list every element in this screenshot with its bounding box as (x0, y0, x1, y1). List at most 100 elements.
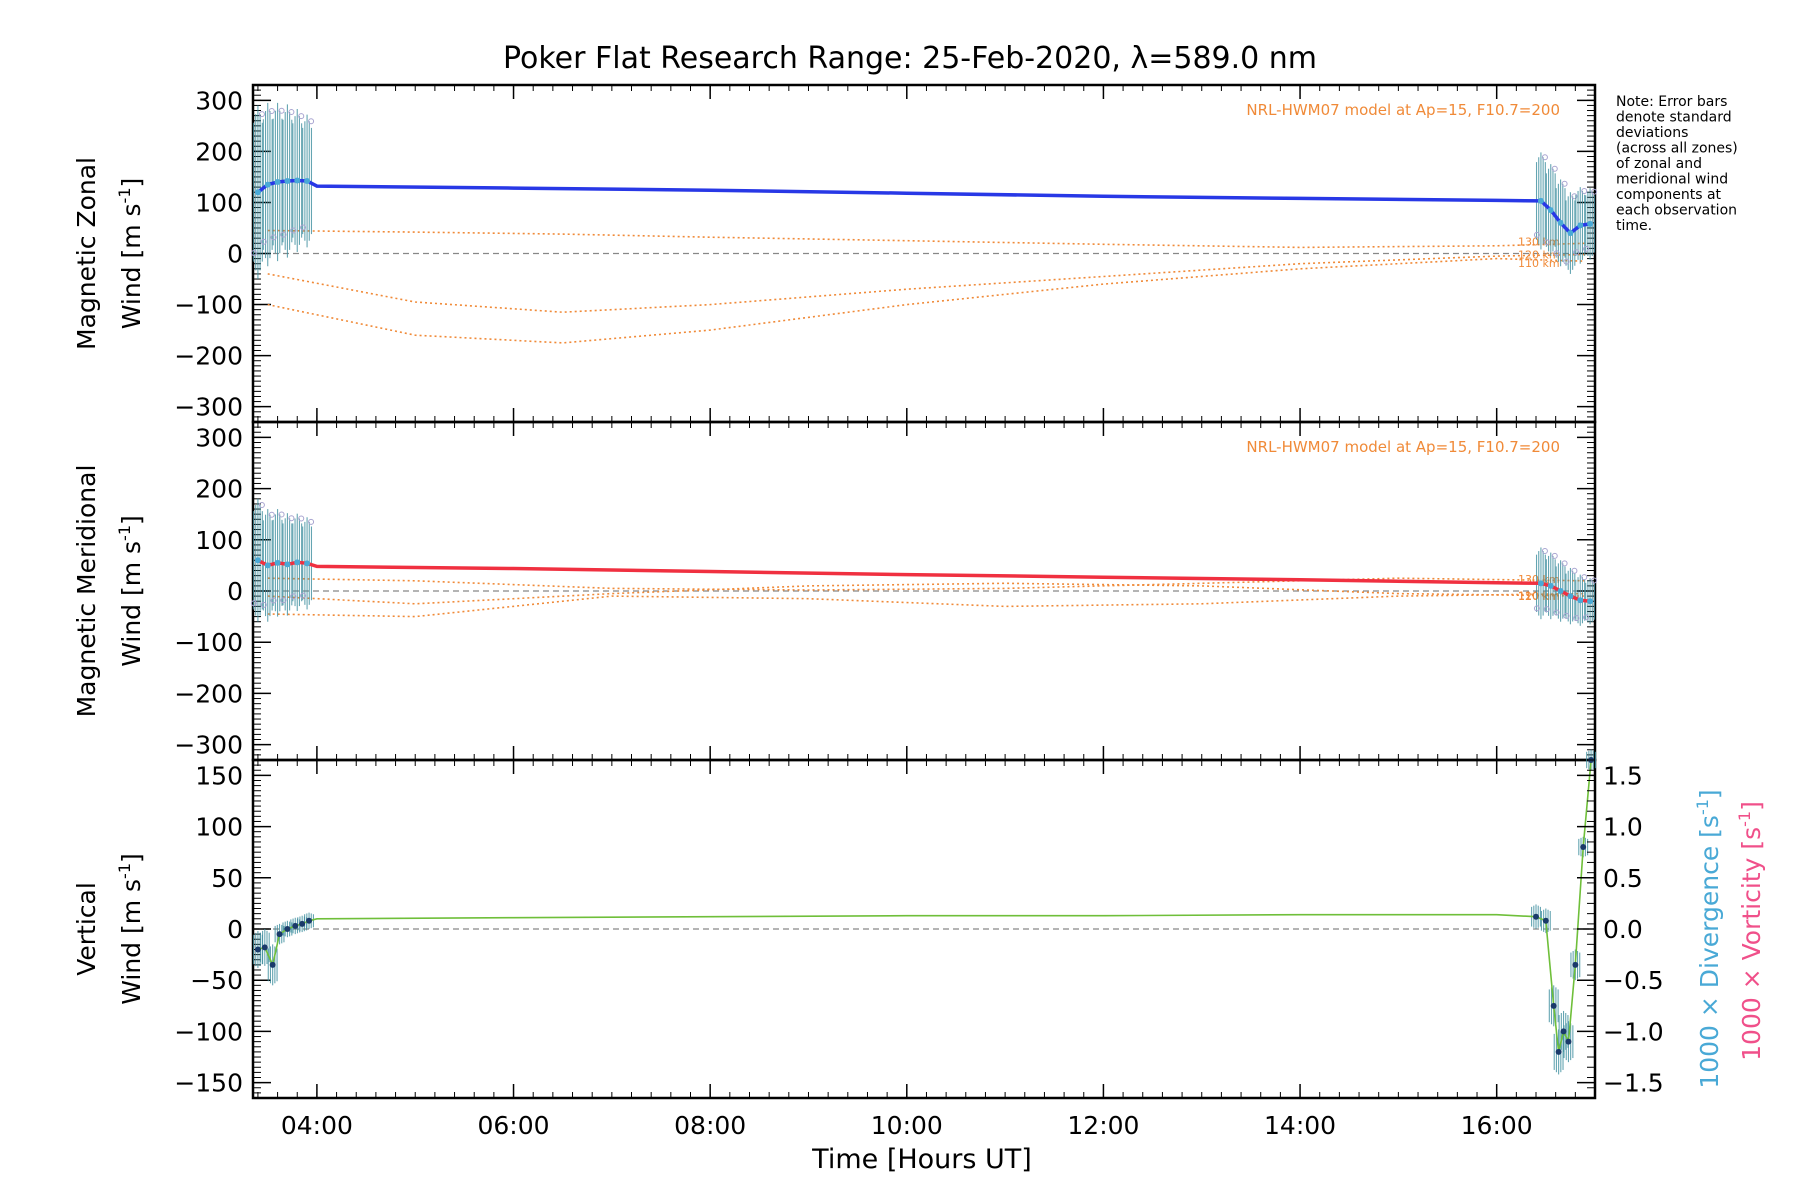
scatter-point (1583, 245, 1590, 252)
data-point (1560, 1028, 1567, 1035)
vorticity-axis-label: 1000 × Vorticity [s-1] (1735, 801, 1766, 1061)
scatter-point (1543, 239, 1550, 246)
y-tick-label: −300 (174, 731, 243, 760)
y-tick-label: 0 (227, 915, 243, 944)
x-tick-label: 14:00 (1264, 1111, 1336, 1140)
scatter-point (268, 108, 275, 115)
scatter-point (1551, 165, 1558, 172)
note-line: time. (1616, 218, 1652, 234)
y2-tick-label: −1.0 (1603, 1017, 1664, 1046)
series-line (257, 759, 1592, 1053)
note-line: denote standard (1616, 110, 1732, 126)
data-point (1577, 597, 1584, 604)
scatter-point (1543, 606, 1550, 613)
note-line: deviations (1616, 125, 1688, 141)
scatter-point (300, 592, 307, 599)
data-point (1577, 222, 1584, 229)
data-point (1567, 230, 1574, 237)
y-tick-label: 100 (195, 188, 243, 217)
scatter-point (1533, 605, 1540, 612)
model-curve-1 (267, 577, 1586, 591)
divergence-label-text: 1000 × Divergence [s (1695, 815, 1724, 1089)
scatter-point (1573, 615, 1580, 622)
chart-panels: −300 −200 −100 0 100 200 300 Magnetic Zonal Wind… (72, 83, 1766, 1140)
data-point (294, 559, 301, 566)
y-axis-label-line1: Magnetic Meridional (72, 465, 101, 718)
y2-tick-label: −0.5 (1603, 966, 1664, 995)
series-line (257, 558, 1591, 603)
data-point (1555, 1048, 1562, 1055)
x-tick-label: 10:00 (871, 1111, 943, 1140)
scatter-point (300, 224, 307, 231)
chart-title: Poker Flat Research Range: 25-Feb-2020, … (503, 41, 1317, 76)
y-axis-label-unit: Wind [m s (117, 879, 146, 1005)
scatter-point (1541, 154, 1548, 161)
data-point (264, 562, 271, 569)
scatter-point (288, 109, 295, 116)
scatter-point (308, 118, 315, 125)
vorticity-label-sup: -1 (1735, 811, 1754, 827)
y-tick-label: 200 (195, 137, 243, 166)
scatter-point (1581, 187, 1588, 194)
data-point (254, 946, 261, 953)
y-tick-label: 0 (227, 240, 243, 269)
y2-tick-label: 0.0 (1603, 915, 1643, 944)
data-point (274, 179, 281, 186)
x-tick-label: 08:00 (674, 1111, 746, 1140)
scatter-point (1581, 574, 1588, 581)
x-tick-label: 06:00 (478, 1111, 550, 1140)
y-axis-label-sup: -1 (115, 863, 134, 879)
scatter-point (298, 515, 305, 522)
note-line: (across all zones) (1616, 141, 1738, 157)
y2-tick-label: 1.5 (1603, 761, 1643, 790)
y-axis-label-line1: Vertical (72, 882, 101, 976)
scatter-point (278, 107, 285, 114)
y-axis-label-close: ] (117, 178, 146, 188)
data-point (1547, 582, 1554, 589)
y2-tick-label: −1.5 (1603, 1069, 1664, 1098)
y-axis-label-unit: Wind [m s (117, 541, 146, 667)
altitude-label: 110 km (1518, 257, 1560, 270)
scatter-point (1551, 552, 1558, 559)
scatter-point (250, 249, 257, 256)
scatter-point (260, 238, 267, 245)
data-point (1547, 207, 1554, 214)
y-tick-label: 100 (195, 813, 243, 842)
scatter-point (1533, 231, 1540, 238)
y-tick-label: −100 (174, 1017, 243, 1046)
y-tick-label: −150 (174, 1069, 243, 1098)
data-point (284, 561, 291, 568)
divergence-label-close: ] (1695, 789, 1724, 799)
scatter-point (1553, 609, 1560, 616)
data-point (269, 961, 276, 968)
model-label: NRL-HWM07 model at Ap=15, F10.7=200 (1246, 438, 1560, 456)
scatter-point (1553, 250, 1560, 257)
y-tick-label: 100 (195, 526, 243, 555)
scatter-point (1561, 180, 1568, 187)
data-point (254, 557, 261, 564)
divergence-axis-label: 1000 × Divergence [s-1] (1693, 789, 1724, 1088)
data-point (284, 926, 291, 932)
data-point (304, 560, 311, 567)
y-axis-label-sup: -1 (115, 525, 134, 541)
data-point (284, 177, 291, 184)
data-point (1567, 593, 1574, 600)
y-tick-label: 150 (195, 761, 243, 790)
data-point (1580, 844, 1587, 851)
data-point (294, 177, 301, 184)
y-tick-label: −100 (174, 291, 243, 320)
y-tick-label: 200 (195, 475, 243, 504)
data-point (276, 931, 283, 938)
y-axis-label-line2: Wind [m s-1] (115, 853, 146, 1005)
scatter-point (1573, 249, 1580, 256)
y-tick-label: −200 (174, 679, 243, 708)
data-point (1537, 197, 1544, 204)
y2-tick-label: 0.5 (1603, 864, 1643, 893)
x-tick-label: 04:00 (281, 1111, 353, 1140)
vorticity-label-close: ] (1737, 801, 1766, 811)
x-tick-label: 16:00 (1461, 1111, 1533, 1140)
y-axis-label-sup: -1 (115, 187, 134, 203)
scatter-point (290, 227, 297, 234)
panel-2: −300 −200 −100 0 100 200 300 Magnetic Meridiona… (72, 420, 1598, 762)
